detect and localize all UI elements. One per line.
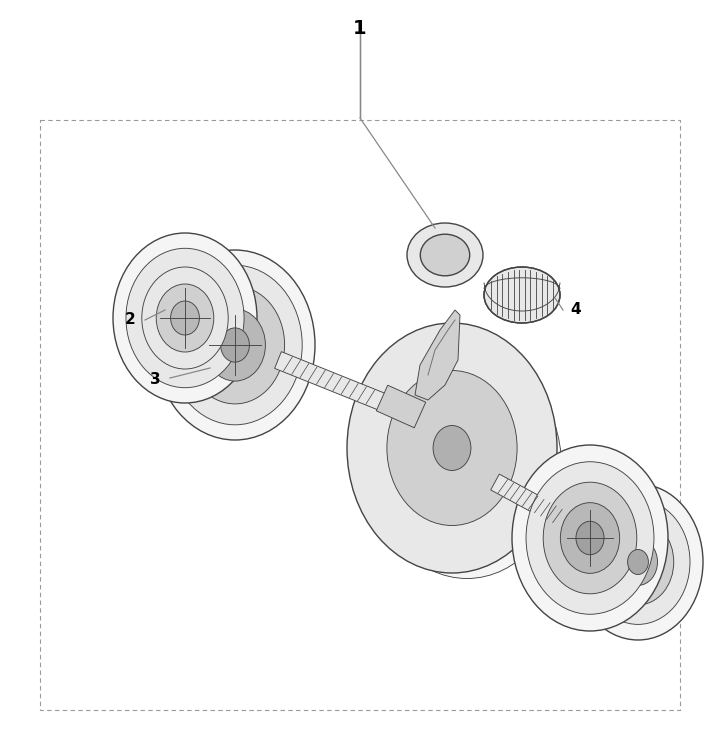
Bar (40, 120, 680, 710)
Ellipse shape (512, 445, 668, 631)
Polygon shape (377, 385, 426, 428)
Text: 4: 4 (570, 302, 580, 317)
Polygon shape (415, 310, 460, 400)
Ellipse shape (407, 223, 483, 287)
Ellipse shape (560, 502, 620, 573)
Ellipse shape (618, 538, 657, 585)
Ellipse shape (420, 234, 469, 276)
Text: 1: 1 (354, 19, 366, 38)
Ellipse shape (418, 234, 456, 266)
Ellipse shape (204, 309, 266, 381)
Ellipse shape (220, 328, 249, 362)
Polygon shape (274, 352, 388, 411)
Ellipse shape (372, 353, 562, 578)
Ellipse shape (156, 284, 214, 352)
Ellipse shape (573, 484, 703, 640)
Ellipse shape (347, 323, 557, 573)
Ellipse shape (142, 267, 228, 369)
Ellipse shape (433, 426, 471, 471)
Text: 3: 3 (150, 372, 161, 387)
Ellipse shape (526, 462, 654, 614)
Ellipse shape (186, 286, 284, 404)
Ellipse shape (602, 519, 674, 605)
Ellipse shape (168, 265, 302, 425)
Ellipse shape (576, 521, 604, 555)
Ellipse shape (126, 248, 244, 388)
Ellipse shape (586, 499, 690, 624)
Ellipse shape (113, 233, 257, 403)
Ellipse shape (543, 482, 636, 594)
Ellipse shape (155, 250, 315, 440)
Ellipse shape (387, 371, 517, 526)
Ellipse shape (628, 550, 649, 575)
Ellipse shape (171, 301, 199, 335)
Polygon shape (491, 474, 570, 528)
Text: 2: 2 (125, 313, 135, 328)
Ellipse shape (484, 267, 560, 323)
